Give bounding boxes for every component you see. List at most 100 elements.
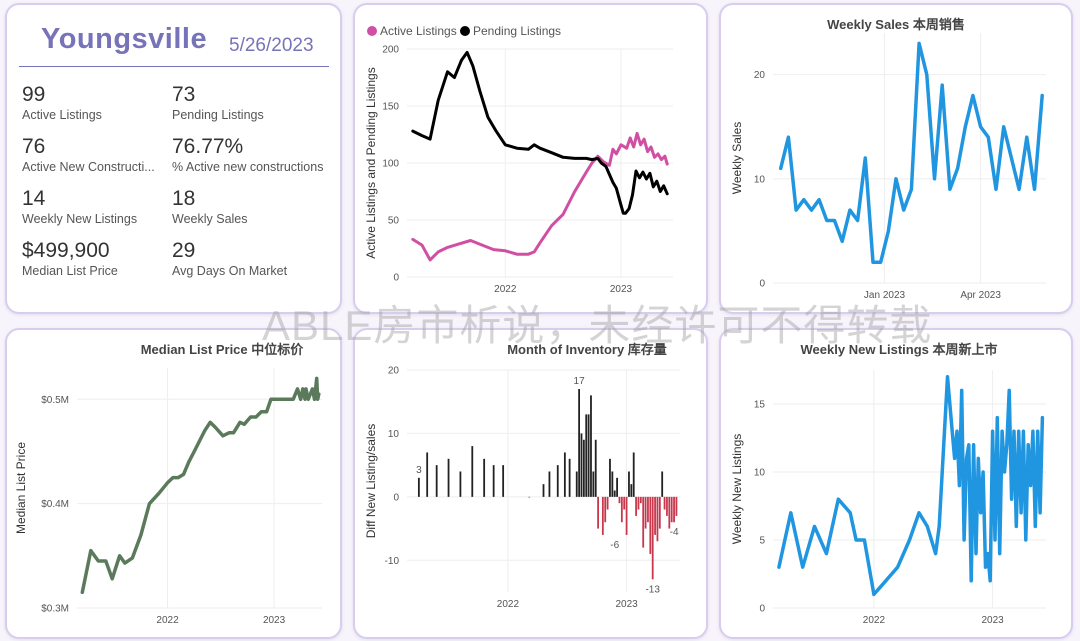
kpi-pct-new-construction: 76.77% % Active new constructions	[172, 135, 337, 175]
listings-chart: Active Listings Pending Listings 0 50 100 150…	[364, 24, 673, 295]
title-divider	[19, 66, 329, 67]
bar	[668, 496, 671, 529]
bar	[644, 496, 647, 529]
listings-chart-card: Active Listings Pending Listings 0 50 100 150…	[353, 3, 708, 314]
bar	[548, 471, 551, 497]
data-label: -6	[610, 540, 619, 551]
bar	[597, 496, 599, 529]
weekly-sales-chart-card: Weekly Sales 本周销售 0 10 20 Jan 2023 Apr 2023 We…	[719, 3, 1073, 314]
bar	[673, 496, 675, 523]
median-price-chart-card: Median List Price 中位标价 $0.3M $0.4M $0.5M 202…	[5, 328, 342, 639]
bar	[675, 496, 678, 516]
bar	[492, 465, 495, 497]
bar	[654, 496, 656, 535]
x-tick-label: 2022	[156, 615, 179, 626]
x-tick-label: 2022	[494, 284, 517, 295]
summary-card: Youngsville 5/26/2023 99 Active Listings…	[5, 3, 342, 314]
y-tick-label: 5	[759, 536, 765, 547]
bar	[426, 452, 429, 497]
bar	[670, 496, 673, 523]
x-tick-label: 2022	[497, 599, 520, 610]
data-label: 3	[416, 465, 422, 476]
weekly-sales-chart: Weekly Sales 本周销售 0 10 20 Jan 2023 Apr 2023 We…	[730, 17, 1046, 301]
kpi-value: 99	[22, 83, 46, 106]
y-tick-label: 0	[393, 492, 399, 503]
chart-title: Weekly New Listings 本周新上市	[801, 342, 998, 357]
y-tick-label: 20	[388, 366, 400, 377]
bar	[563, 452, 566, 497]
report-date: 5/26/2023	[229, 35, 314, 56]
median-price-chart: Median List Price 中位标价 $0.3M $0.4M $0.5M 202…	[14, 342, 322, 626]
bar	[658, 496, 661, 529]
bar	[661, 471, 664, 497]
legend-label: Active Listings	[380, 24, 457, 38]
y-tick-label: 150	[382, 102, 399, 113]
kpi-active-listings: 99 Active Listings	[22, 83, 172, 123]
bar	[582, 439, 585, 497]
series-line-1	[411, 131, 669, 262]
y-tick-label: 200	[382, 45, 399, 56]
bar	[542, 484, 545, 497]
kpi-label: Weekly New Listings	[22, 212, 138, 226]
bar	[459, 471, 462, 497]
x-tick-label: 2023	[610, 284, 633, 295]
kpi-label: Active New Constructi...	[22, 160, 155, 174]
bar	[651, 496, 654, 580]
data-label: 17	[574, 376, 586, 387]
bar	[556, 465, 559, 497]
legend-marker-1	[367, 26, 377, 36]
inventory-chart-card: Month of Inventory 库存量 -10 0 10 20 2022 2023 Di…	[353, 328, 708, 639]
x-tick-label: 2022	[863, 615, 886, 626]
kpi-label: Median List Price	[22, 264, 118, 278]
kpi-value: 76	[22, 135, 46, 158]
kpi-label: % Active new constructions	[172, 160, 324, 174]
bar	[590, 395, 592, 497]
bar	[604, 496, 607, 523]
kpi-label: Avg Days On Market	[172, 264, 288, 278]
bar	[649, 496, 652, 554]
x-tick-label: Jan 2023	[864, 290, 906, 301]
kpi-value: 29	[172, 239, 196, 262]
bar	[575, 471, 578, 497]
kpi-median-list-price: $499,900 Median List Price	[22, 239, 172, 279]
kpi-value: 14	[22, 187, 46, 210]
chart-title: Month of Inventory 库存量	[507, 342, 667, 357]
kpi-label: Pending Listings	[172, 108, 264, 122]
bar	[568, 458, 571, 497]
bar	[632, 452, 635, 497]
y-tick-label: $0.5M	[41, 395, 69, 406]
y-axis-title: Weekly Sales	[730, 122, 744, 194]
bar	[601, 496, 604, 535]
kpi-value: 18	[172, 187, 196, 210]
bar	[606, 496, 609, 510]
bar	[578, 389, 581, 497]
bar	[642, 496, 645, 548]
kpi-active-new-construction: 76 Active New Constructi...	[22, 135, 172, 175]
bar	[594, 439, 597, 497]
x-tick-label: 2023	[981, 615, 1004, 626]
y-tick-label: $0.3M	[41, 604, 69, 615]
legend-label: Pending Listings	[473, 24, 561, 38]
kpi-label: Weekly Sales	[172, 212, 248, 226]
city-title: Youngsville	[41, 23, 208, 55]
chart-title: Median List Price 中位标价	[141, 342, 305, 357]
y-tick-label: 0	[393, 273, 399, 284]
series-line-1	[777, 375, 1045, 597]
y-tick-label: -10	[385, 556, 400, 567]
bar	[613, 490, 616, 497]
new-listings-chart-card: Weekly New Listings 本周新上市 0 5 10 15 2022 2023 W…	[719, 328, 1073, 639]
bar	[639, 496, 642, 504]
y-tick-label: 15	[754, 400, 766, 411]
kpi-avg-days-on-market: 29 Avg Days On Market	[172, 239, 322, 279]
bar	[623, 496, 626, 510]
bar	[609, 458, 611, 497]
kpi-weekly-sales: 18 Weekly Sales	[172, 187, 322, 227]
bar	[483, 458, 486, 497]
y-tick-label: 10	[754, 174, 766, 185]
series-line-2	[411, 50, 669, 215]
bar	[502, 465, 505, 497]
legend-marker-2	[460, 26, 470, 36]
bar	[585, 414, 588, 497]
y-tick-label: 10	[754, 468, 766, 479]
bar	[616, 477, 618, 497]
